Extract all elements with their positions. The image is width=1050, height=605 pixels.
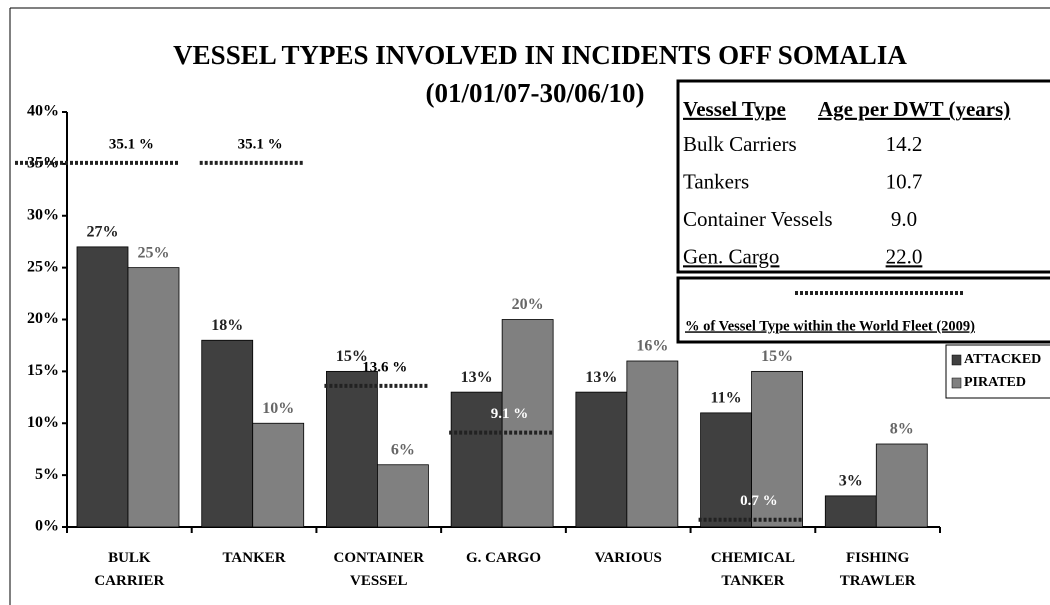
value-label: 11% xyxy=(711,390,742,407)
legend-box xyxy=(945,344,1050,399)
reference-label: 0.7 % xyxy=(740,493,778,509)
reference-label: 9.1 % xyxy=(491,406,529,422)
legend-label: PIRATED xyxy=(964,375,1026,390)
value-label: 15% xyxy=(336,348,368,365)
table-box xyxy=(676,79,1050,274)
bar xyxy=(751,370,803,528)
bar xyxy=(201,339,254,528)
y-tick-label: 40% xyxy=(27,103,59,120)
bar xyxy=(626,360,679,528)
bar xyxy=(377,464,429,528)
table-cell: 9.0 xyxy=(891,207,917,231)
bar xyxy=(127,267,180,528)
table-cell: Container Vessels xyxy=(683,207,833,231)
x-tick-label: CHEMICAL TANKER xyxy=(711,550,795,589)
bar xyxy=(700,412,752,528)
table-cell: Bulk Carriers xyxy=(683,132,797,156)
y-tick-label: 15% xyxy=(27,362,59,379)
y-tick-label: 25% xyxy=(27,258,59,275)
reference-label: 35.1 % xyxy=(109,136,154,152)
reference-legend-label: % of Vessel Type within the World Fleet … xyxy=(685,318,975,334)
table-cell: 14.2 xyxy=(886,132,923,156)
bar xyxy=(326,370,378,528)
table-cell: 10.7 xyxy=(886,169,923,193)
y-tick-label: 0% xyxy=(35,518,59,535)
y-tick-label: 20% xyxy=(27,310,59,327)
legend-swatch xyxy=(951,377,962,389)
value-label: 15% xyxy=(761,348,793,365)
x-tick-label: G. CARGO xyxy=(466,550,541,566)
y-tick-label: 5% xyxy=(35,466,59,483)
value-label: 27% xyxy=(87,224,119,241)
value-label: 13% xyxy=(585,369,617,386)
y-tick-label: 10% xyxy=(27,414,59,431)
table-header: Age per DWT (years) xyxy=(818,97,1010,121)
x-tick-label: BULK CARRIER xyxy=(94,550,164,589)
value-label: 13% xyxy=(461,369,493,386)
reference-label: 35.1 % xyxy=(238,136,283,152)
y-tick-label: 30% xyxy=(27,206,59,223)
table-cell: Tankers xyxy=(683,169,749,193)
value-label: 8% xyxy=(890,421,914,438)
chart-title: VESSEL TYPES INVOLVED IN INCIDENTS OFF S… xyxy=(173,40,907,70)
value-label: 25% xyxy=(138,244,170,261)
reference-label: 13.6 % xyxy=(362,359,407,375)
table-header: Vessel Type xyxy=(683,97,786,121)
bar xyxy=(450,391,503,528)
value-label: 16% xyxy=(636,338,668,355)
bar xyxy=(76,246,129,528)
x-tick-label: CONTAINER VESSEL xyxy=(333,550,424,589)
bar xyxy=(252,422,305,528)
bar xyxy=(501,319,554,528)
value-label: 10% xyxy=(262,400,294,417)
bar xyxy=(824,495,877,528)
value-label: 3% xyxy=(839,473,863,490)
x-tick-label: TANKER xyxy=(223,550,286,566)
chart-subtitle: (01/01/07-30/06/10) xyxy=(426,78,645,108)
legend-label: ATTACKED xyxy=(964,352,1041,367)
reference-legend-box xyxy=(676,276,1050,344)
legend-swatch xyxy=(951,354,962,366)
bar xyxy=(875,443,928,528)
x-tick-label: VARIOUS xyxy=(595,550,662,566)
value-label: 6% xyxy=(391,441,415,458)
value-label: 20% xyxy=(512,296,544,313)
x-tick-label: FISHING TRAWLER xyxy=(840,550,916,589)
bar xyxy=(575,391,628,528)
value-label: 18% xyxy=(211,317,243,334)
table-cell: 22.0 xyxy=(886,244,923,268)
table-cell: Gen. Cargo xyxy=(683,244,779,268)
